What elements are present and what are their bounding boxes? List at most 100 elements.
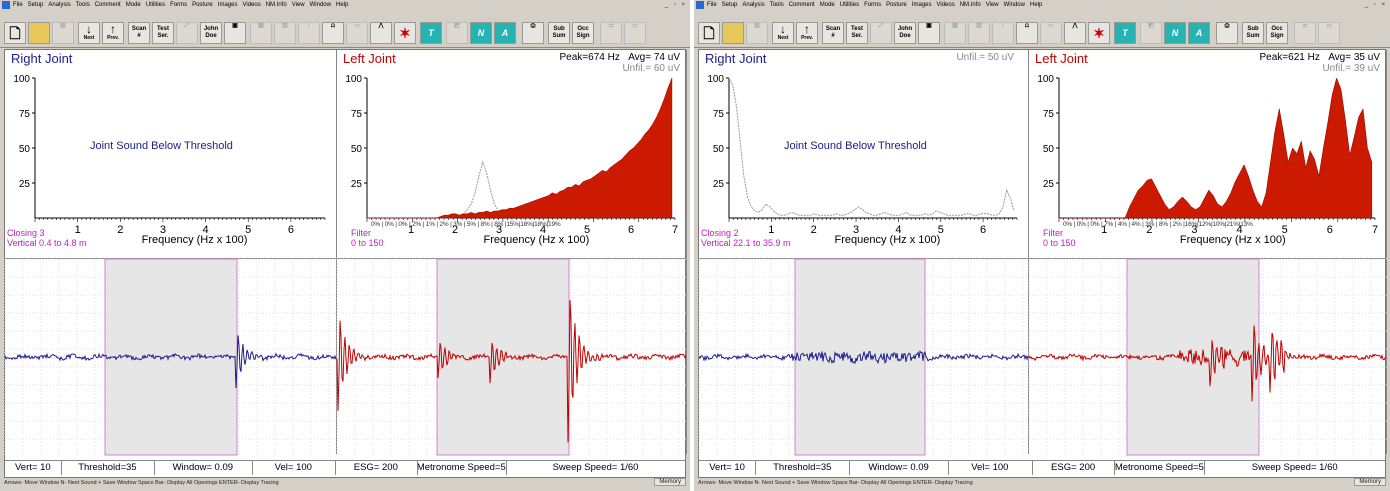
menu-setup[interactable]: Setup bbox=[27, 2, 44, 8]
window-band[interactable] bbox=[104, 258, 238, 456]
menu-view[interactable]: View bbox=[291, 2, 305, 8]
prev-button[interactable]: ↑ Prev. bbox=[796, 22, 818, 44]
menu-setup[interactable]: Setup bbox=[721, 2, 738, 8]
grid-icon[interactable]: ▦ bbox=[250, 22, 272, 44]
left-trace-panel[interactable] bbox=[336, 258, 687, 456]
menu-images[interactable]: Images bbox=[911, 2, 932, 8]
menu-posture[interactable]: Posture bbox=[886, 2, 907, 8]
menu-help[interactable]: Help bbox=[1029, 2, 1043, 8]
a-tool-icon[interactable]: A bbox=[494, 22, 516, 44]
status-divider bbox=[755, 461, 757, 475]
n-tool-icon[interactable]: N bbox=[470, 22, 492, 44]
menu-posture[interactable]: Posture bbox=[192, 2, 213, 8]
new-document-icon[interactable]: 🗋 bbox=[4, 22, 26, 44]
right-trace-panel[interactable] bbox=[4, 258, 337, 456]
menu-analysis[interactable]: Analysis bbox=[48, 2, 71, 8]
window-band[interactable] bbox=[1126, 258, 1260, 456]
t-tool-icon[interactable]: T bbox=[420, 22, 442, 44]
open-folder-icon[interactable] bbox=[722, 22, 744, 44]
a-tool-icon[interactable]: A bbox=[1188, 22, 1210, 44]
list2-icon[interactable]: ☷ bbox=[1318, 22, 1340, 44]
window-controls[interactable]: _ ▫ × bbox=[1364, 2, 1387, 8]
app-icon bbox=[2, 1, 10, 9]
sub-sum-button-line1: Sub bbox=[553, 26, 565, 32]
test-series-button[interactable]: Test Ser. bbox=[152, 22, 174, 44]
next-button[interactable]: ↓ Next bbox=[78, 22, 100, 44]
menu-forms[interactable]: Forms bbox=[864, 2, 882, 8]
occ-sign-button-line1: Occ bbox=[1271, 26, 1283, 32]
x-tick-label: 4 bbox=[1237, 224, 1243, 236]
menu-utilities[interactable]: Utilities bbox=[145, 2, 166, 8]
left-trace-panel[interactable] bbox=[1028, 258, 1387, 456]
menu-videos[interactable]: Videos bbox=[242, 2, 261, 8]
tracing-icon[interactable]: ⋀ bbox=[370, 22, 392, 44]
sub-sum-button[interactable]: Sub Sum bbox=[1242, 22, 1264, 44]
page-icon[interactable]: ▭ bbox=[346, 22, 368, 44]
menu-tools[interactable]: Tools bbox=[769, 2, 784, 8]
menu-analysis[interactable]: Analysis bbox=[742, 2, 765, 8]
list-icon[interactable]: ☰ bbox=[600, 22, 622, 44]
menu-forms[interactable]: Forms bbox=[170, 2, 188, 8]
eraser-icon[interactable]: ◩ bbox=[1140, 22, 1162, 44]
body-figure-icon[interactable]: ✶ bbox=[394, 22, 416, 44]
patient-button[interactable]: John Doe bbox=[200, 22, 222, 44]
save-icon[interactable]: ▤ bbox=[746, 22, 768, 44]
window-controls[interactable]: _ ▫ × bbox=[664, 2, 687, 8]
body-figure-icon[interactable]: ✶ bbox=[1088, 22, 1110, 44]
menu-view[interactable]: View bbox=[985, 2, 999, 8]
list2-icon[interactable]: ☷ bbox=[624, 22, 646, 44]
bars-icon[interactable]: ▥ bbox=[968, 22, 990, 44]
occ-sign-button[interactable]: Occ Sign bbox=[1266, 22, 1288, 44]
patient-button-line1: John bbox=[203, 26, 219, 32]
menu-window[interactable]: Window bbox=[1003, 2, 1025, 8]
pen-icon[interactable]: / bbox=[992, 22, 1014, 44]
print-icon[interactable]: ⎙ bbox=[522, 22, 544, 44]
graph-icon[interactable]: ⩍ bbox=[1016, 22, 1038, 44]
camera-icon[interactable]: ▣ bbox=[918, 22, 940, 44]
save-icon[interactable]: ▤ bbox=[52, 22, 74, 44]
eraser-icon[interactable]: ◩ bbox=[446, 22, 468, 44]
right-trace-panel[interactable] bbox=[698, 258, 1029, 456]
menu-nminfo[interactable]: NM.Info bbox=[959, 2, 981, 8]
menu-mode[interactable]: Mode bbox=[125, 2, 141, 8]
menu-utilities[interactable]: Utilities bbox=[839, 2, 860, 8]
grid-icon[interactable]: ▦ bbox=[944, 22, 966, 44]
scan-button[interactable]: Scan # bbox=[822, 22, 844, 44]
bars-icon[interactable]: ▥ bbox=[274, 22, 296, 44]
memory-indicator[interactable]: Memory bbox=[1354, 478, 1386, 486]
next-button[interactable]: ↓ Next bbox=[772, 22, 794, 44]
compare-icon[interactable]: ⤢ bbox=[176, 22, 198, 44]
menu-comment[interactable]: Comment bbox=[788, 2, 815, 8]
memory-indicator[interactable]: Memory bbox=[654, 478, 686, 486]
x-tick-label: 4 bbox=[203, 224, 209, 236]
sub-sum-button[interactable]: Sub Sum bbox=[548, 22, 570, 44]
occ-sign-button[interactable]: Occ Sign bbox=[572, 22, 594, 44]
compare-icon[interactable]: ⤢ bbox=[870, 22, 892, 44]
n-tool-icon[interactable]: N bbox=[1164, 22, 1186, 44]
sweep-readout: Sweep Speed= 1/60 bbox=[552, 462, 639, 473]
new-document-icon[interactable]: 🗋 bbox=[698, 22, 720, 44]
menu-mode[interactable]: Mode bbox=[819, 2, 835, 8]
graph-icon[interactable]: ⩍ bbox=[322, 22, 344, 44]
test-series-button[interactable]: Test Ser. bbox=[846, 22, 868, 44]
page-icon[interactable]: ▭ bbox=[1040, 22, 1062, 44]
menu-images[interactable]: Images bbox=[217, 2, 238, 8]
pen-icon[interactable]: / bbox=[298, 22, 320, 44]
open-folder-icon[interactable] bbox=[28, 22, 50, 44]
menu-file[interactable]: File bbox=[707, 2, 717, 8]
menu-tools[interactable]: Tools bbox=[75, 2, 90, 8]
camera-icon[interactable]: ▣ bbox=[224, 22, 246, 44]
scan-button[interactable]: Scan # bbox=[128, 22, 150, 44]
print-icon[interactable]: ⎙ bbox=[1216, 22, 1238, 44]
patient-button[interactable]: John Doe bbox=[894, 22, 916, 44]
menu-videos[interactable]: Videos bbox=[936, 2, 955, 8]
menu-file[interactable]: File bbox=[13, 2, 23, 8]
t-tool-icon[interactable]: T bbox=[1114, 22, 1136, 44]
list-icon[interactable]: ☰ bbox=[1294, 22, 1316, 44]
menu-help[interactable]: Help bbox=[335, 2, 349, 8]
menu-nminfo[interactable]: NM.Info bbox=[265, 2, 287, 8]
menu-comment[interactable]: Comment bbox=[94, 2, 121, 8]
prev-button[interactable]: ↑ Prev. bbox=[102, 22, 124, 44]
menu-window[interactable]: Window bbox=[309, 2, 331, 8]
tracing-icon[interactable]: ⋀ bbox=[1064, 22, 1086, 44]
